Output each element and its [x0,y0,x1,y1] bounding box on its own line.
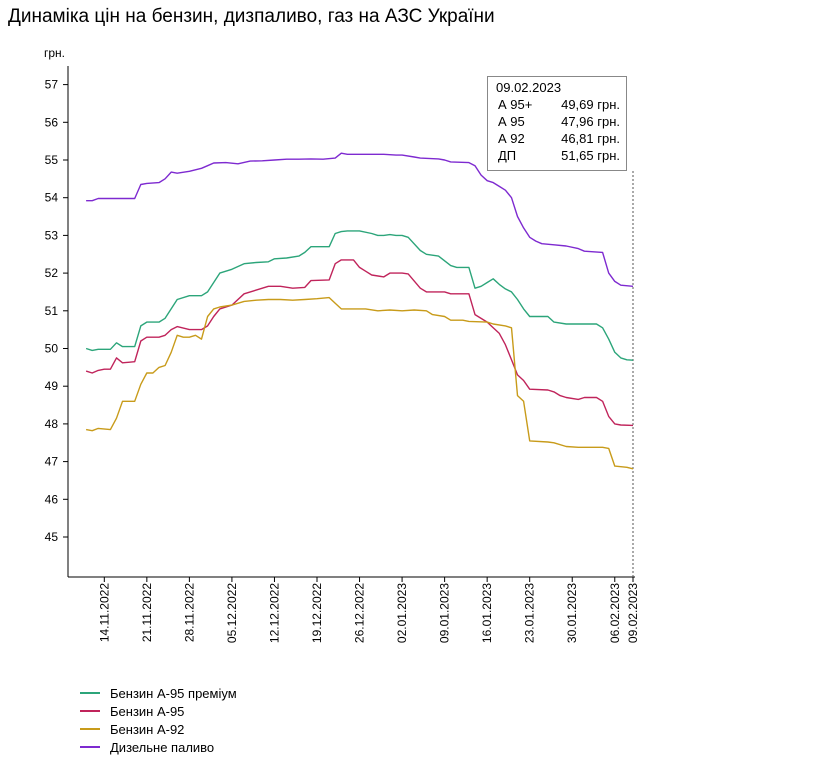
x-tick-label: 02.01.2023 [395,583,409,643]
series-layer [85,152,634,470]
x-tick-label: 30.01.2023 [565,583,579,643]
y-tick-label: 48 [45,417,59,431]
y-axis-label: грн. [44,46,65,60]
x-tick-label: 09.02.2023 [626,583,640,643]
x-tick-label: 05.12.2022 [225,583,239,643]
y-tick-label: 50 [45,342,59,356]
legend-item: Бензин А-95 преміум [80,684,237,702]
tooltip-date: 09.02.2023 [496,80,562,95]
y-tick-label: 47 [45,455,59,469]
series-line-4 [86,152,634,287]
x-tick-label: 21.11.2022 [140,583,154,642]
x-tick-label: 12.12.2022 [267,583,281,643]
x-tick-label: 19.12.2022 [310,583,324,643]
series-line-2 [85,259,634,427]
x-tick-label: 23.01.2023 [523,583,537,643]
y-tick-label: 46 [45,492,59,506]
y-tick-label: 57 [45,78,59,92]
tooltip-row-value: 51,65 грн. [561,148,620,163]
y-tick-label: 56 [45,115,59,129]
series-line-1 [85,230,634,361]
y-tick-label: 55 [45,153,59,167]
legend-label: Бензин А-95 [110,703,185,719]
tooltip-row-label: ДП [498,148,517,163]
tooltip-row-value: 47,96 грн. [561,114,620,129]
legend-swatch [80,728,100,730]
value-tooltip: 09.02.2023 А 95+ 49,69 грн. А 95 47,96 грн.… [487,76,627,171]
y-tick-label: 49 [45,379,59,393]
tooltip-row-value: 49,69 грн. [561,97,620,112]
chart-axes: грн. 45 46 47 48 49 50 51 52 53 54 55 56 57 14.11.2022… [44,46,640,643]
tooltip-row-value: 46,81 грн. [561,131,620,146]
legend-swatch [80,746,100,748]
tooltip-row-label: А 95+ [498,97,533,112]
legend-label: Бензин А-92 [110,721,185,737]
tooltip-row: А 95 47,96 грн. [494,113,620,130]
y-tick-label: 52 [45,266,59,280]
y-tick-label: 53 [45,228,59,242]
tooltip-row: А 92 46,81 грн. [494,130,620,147]
legend-label: Дизельне паливо [110,739,215,755]
tooltip-row-label: А 92 [498,131,525,146]
legend-label: Бензин А-95 преміум [110,685,237,701]
legend-swatch [80,710,100,712]
legend-item: Бензин А-95 [80,702,237,720]
x-tick-label: 28.11.2022 [182,583,196,642]
legend-item: Дизельне паливо [80,738,237,756]
y-tick-label: 45 [45,530,59,544]
chart-title: Динаміка цін на бензин, дизпаливо, газ н… [8,6,495,27]
series-line-3 [85,296,634,470]
legend-swatch [80,692,100,694]
tooltip-row: А 95+ 49,69 грн. [494,96,620,113]
chart-legend: Бензин А-95 преміум Бензин А-95 Бензин А-9… [80,684,237,756]
y-tick-label: 54 [45,191,59,205]
x-tick-label: 16.01.2023 [480,583,494,643]
x-tick-label: 09.01.2023 [438,583,452,643]
x-tick-label: 14.11.2022 [97,583,111,642]
x-tick-label: 26.12.2022 [353,583,367,643]
tooltip-row-label: А 95 [498,114,525,129]
y-tick-label: 51 [45,304,59,318]
tooltip-row: ДП 51,65 грн. [494,147,620,164]
x-tick-label: 06.02.2023 [608,583,622,643]
legend-item: Бензин А-92 [80,720,237,738]
